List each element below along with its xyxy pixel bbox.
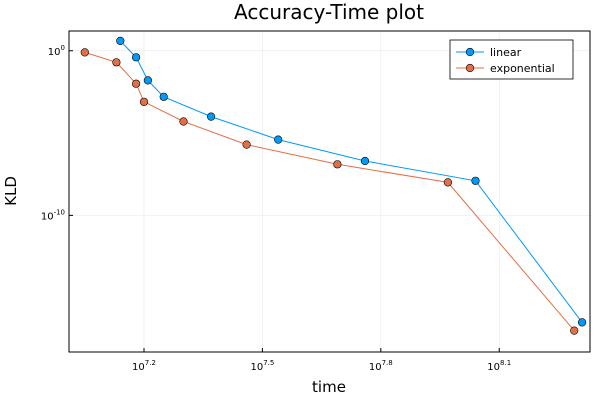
data-point-exponential	[443, 178, 453, 187]
y-tick-label: 10-10	[41, 208, 65, 222]
data-point-linear	[116, 36, 125, 46]
x-tick-label: 107.5	[250, 359, 274, 373]
series-layer	[80, 36, 587, 335]
y-axis-ticks: 100 10-10	[41, 44, 73, 222]
series-linear	[116, 36, 587, 327]
data-point-exponential	[242, 140, 251, 149]
data-point-linear	[274, 135, 283, 144]
x-axis-ticks: 107.2 107.5 107.8 108.1	[132, 348, 511, 373]
data-point-linear	[207, 112, 216, 121]
series-line-linear	[119, 40, 583, 323]
data-point-exponential	[570, 326, 579, 335]
legend-box	[449, 39, 574, 80]
data-point-exponential	[132, 79, 141, 88]
legend-label-exponential: exponential	[490, 62, 555, 75]
legend-marker-exponential	[465, 63, 475, 73]
series-line-exponential	[84, 51, 575, 331]
x-tick-label: 107.8	[369, 359, 393, 373]
data-point-linear	[132, 53, 141, 62]
x-tick-label: 107.2	[132, 359, 156, 373]
legend-marker-linear	[465, 47, 475, 57]
series-exponential	[80, 48, 579, 335]
data-point-exponential	[112, 58, 121, 67]
data-point-exponential	[80, 48, 89, 57]
y-axis-label: KLD	[2, 176, 20, 206]
data-point-linear	[143, 76, 152, 85]
data-point-exponential	[179, 117, 188, 126]
legend-label-linear: linear	[490, 46, 522, 59]
y-tick-label: 100	[48, 44, 65, 58]
data-point-linear	[159, 92, 168, 101]
chart-title: Accuracy-Time plot	[234, 0, 424, 24]
data-point-linear	[471, 176, 480, 185]
legend: linear exponential	[449, 39, 574, 80]
data-point-exponential	[333, 160, 342, 169]
data-point-linear	[577, 318, 587, 327]
data-point-exponential	[139, 97, 149, 106]
x-axis-label: time	[312, 378, 346, 396]
grid	[69, 31, 590, 352]
x-tick-label: 108.1	[487, 359, 511, 373]
plot-frame	[68, 30, 591, 353]
data-point-linear	[360, 156, 370, 166]
